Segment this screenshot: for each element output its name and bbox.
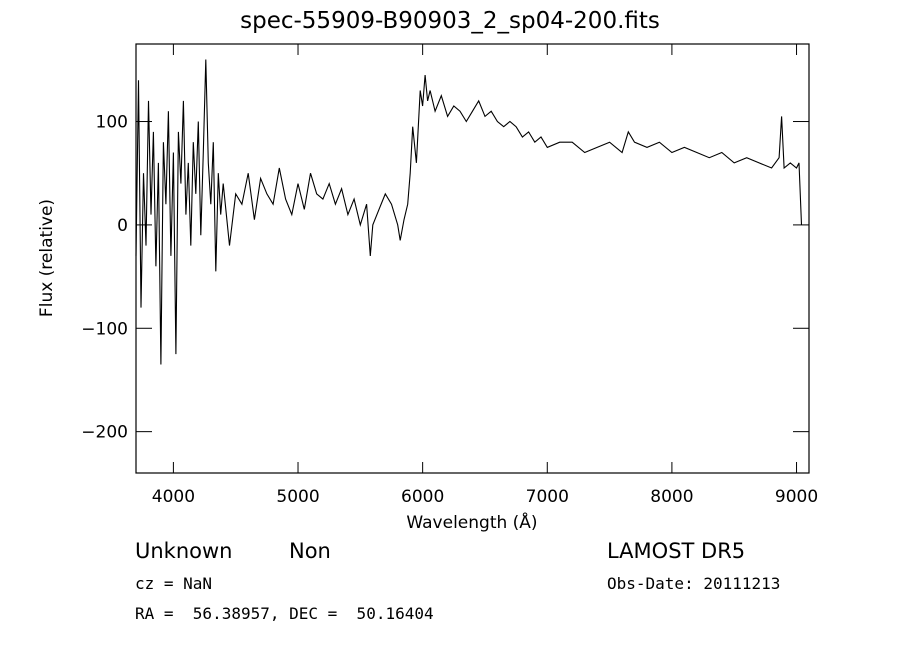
object-class: Unknown: [135, 539, 233, 563]
x-tick-label: 7000: [526, 487, 569, 507]
x-tick-label: 6000: [401, 487, 444, 507]
survey-name: LAMOST DR5: [607, 539, 746, 563]
x-axis-label: Wavelength (Å): [406, 511, 537, 533]
x-tick-label: 8000: [650, 487, 693, 507]
plot-frame: [135, 43, 810, 474]
x-tick-label: 9000: [775, 487, 818, 507]
y-tick-label: −200: [81, 423, 128, 443]
x-axis: 4000 5000 6000 7000 8000 9000: [152, 44, 818, 507]
spectrum-line: [135, 59, 803, 365]
x-tick-label: 4000: [152, 487, 195, 507]
y-axis-label: Flux (relative): [37, 199, 57, 317]
redshift-readout: cz = NaN: [135, 574, 213, 593]
y-tick-label: 0: [117, 216, 128, 236]
y-tick-label: 100: [96, 113, 128, 133]
y-tick-label: −100: [81, 319, 128, 339]
coordinates: RA = 56.38957, DEC = 50.16404: [135, 604, 434, 623]
object-subclass: Non: [289, 539, 331, 563]
x-tick-label: 5000: [276, 487, 319, 507]
y-axis: −200 −100 0 100: [81, 113, 809, 443]
chart-title: spec-55909-B90903_2_sp04-200.fits: [240, 8, 660, 34]
series-group: [135, 59, 803, 365]
obs-date: Obs-Date: 20111213: [607, 574, 781, 593]
